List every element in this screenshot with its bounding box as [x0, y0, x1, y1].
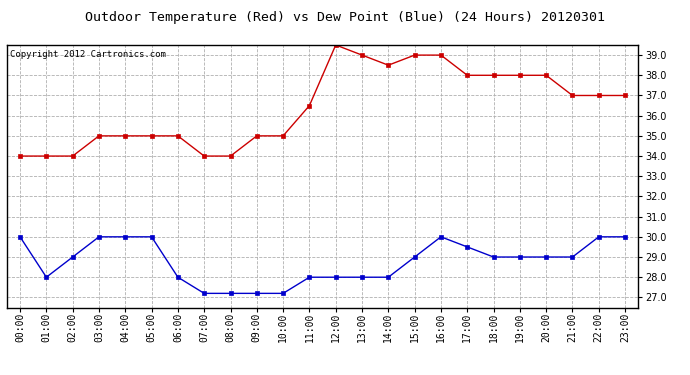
Text: Copyright 2012 Cartronics.com: Copyright 2012 Cartronics.com	[10, 50, 166, 59]
Text: Outdoor Temperature (Red) vs Dew Point (Blue) (24 Hours) 20120301: Outdoor Temperature (Red) vs Dew Point (…	[85, 11, 605, 24]
